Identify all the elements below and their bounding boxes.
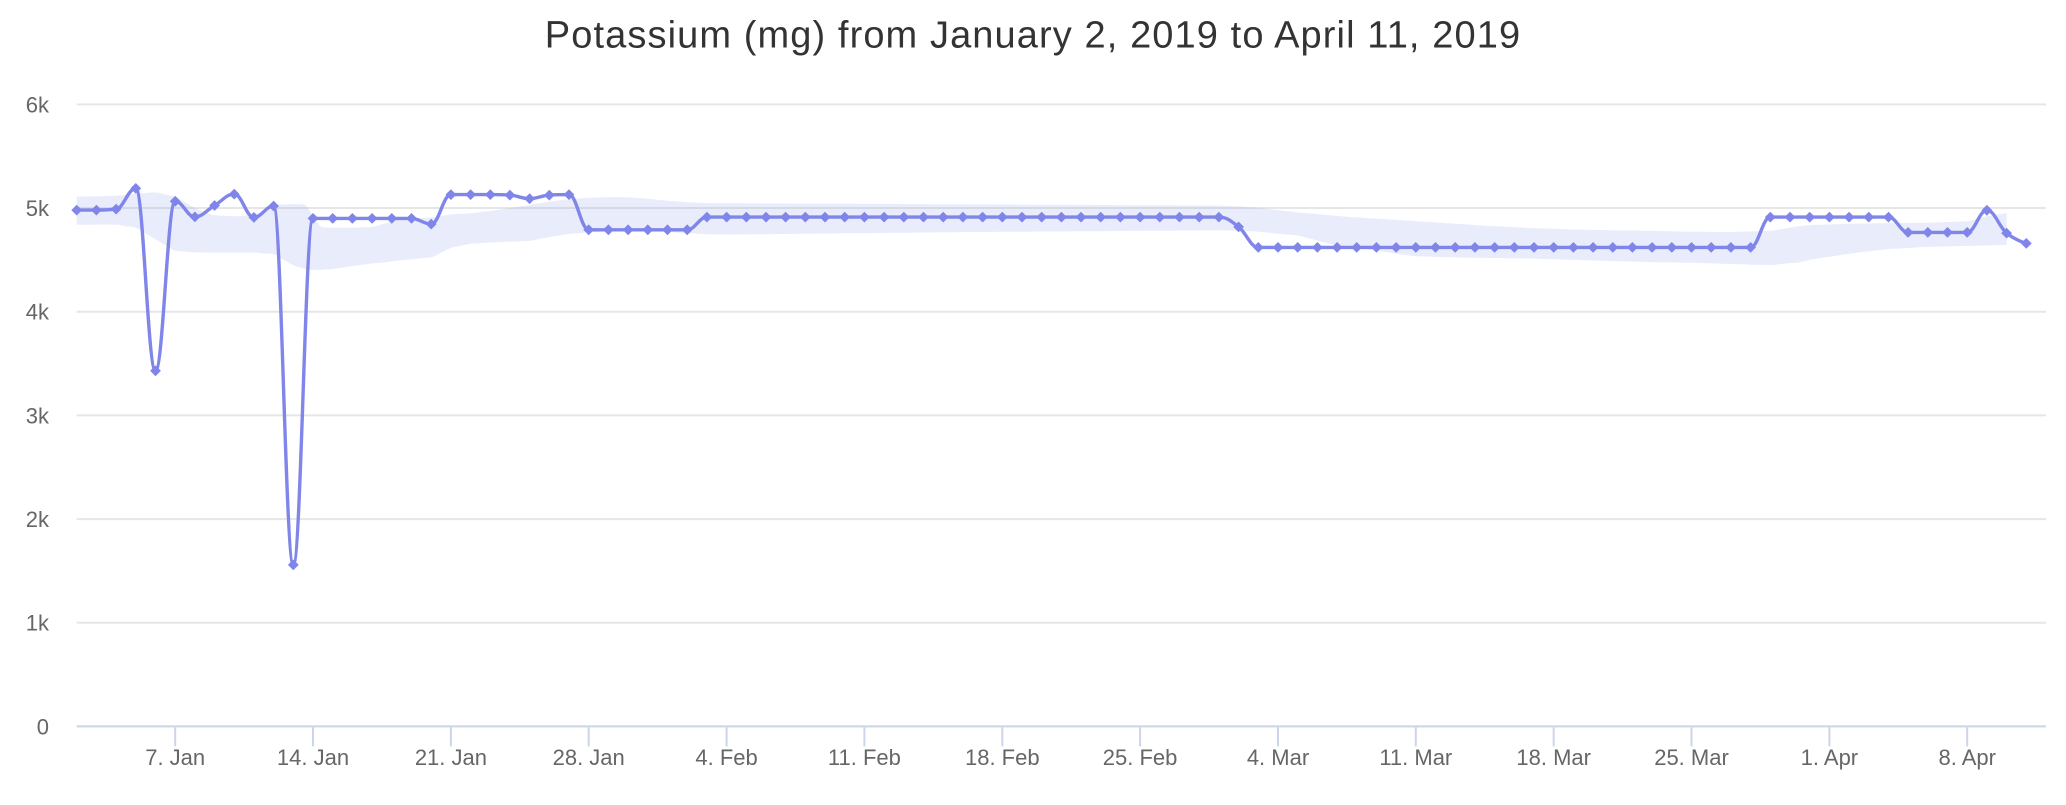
svg-text:4k: 4k <box>26 300 50 325</box>
svg-text:18. Mar: 18. Mar <box>1516 745 1591 770</box>
svg-text:3k: 3k <box>26 403 50 428</box>
svg-text:11. Mar: 11. Mar <box>1379 745 1452 770</box>
svg-text:0: 0 <box>37 714 49 739</box>
svg-text:1. Apr: 1. Apr <box>1801 745 1858 770</box>
svg-text:14. Jan: 14. Jan <box>277 745 349 770</box>
svg-text:25. Mar: 25. Mar <box>1654 745 1729 770</box>
svg-text:5k: 5k <box>26 196 50 221</box>
svg-text:2k: 2k <box>26 507 50 532</box>
svg-text:8. Apr: 8. Apr <box>1938 745 1995 770</box>
svg-text:4. Feb: 4. Feb <box>695 745 757 770</box>
svg-text:Potassium (mg) from January 2,: Potassium (mg) from January 2, 2019 to A… <box>545 15 1521 57</box>
svg-text:21. Jan: 21. Jan <box>415 745 487 770</box>
svg-text:28. Jan: 28. Jan <box>553 745 625 770</box>
svg-text:25. Feb: 25. Feb <box>1103 745 1178 770</box>
svg-text:11. Feb: 11. Feb <box>828 745 901 770</box>
svg-text:6k: 6k <box>26 92 50 117</box>
svg-text:4. Mar: 4. Mar <box>1247 745 1309 770</box>
svg-text:1k: 1k <box>26 611 50 636</box>
svg-text:7. Jan: 7. Jan <box>145 745 205 770</box>
svg-text:18. Feb: 18. Feb <box>965 745 1040 770</box>
